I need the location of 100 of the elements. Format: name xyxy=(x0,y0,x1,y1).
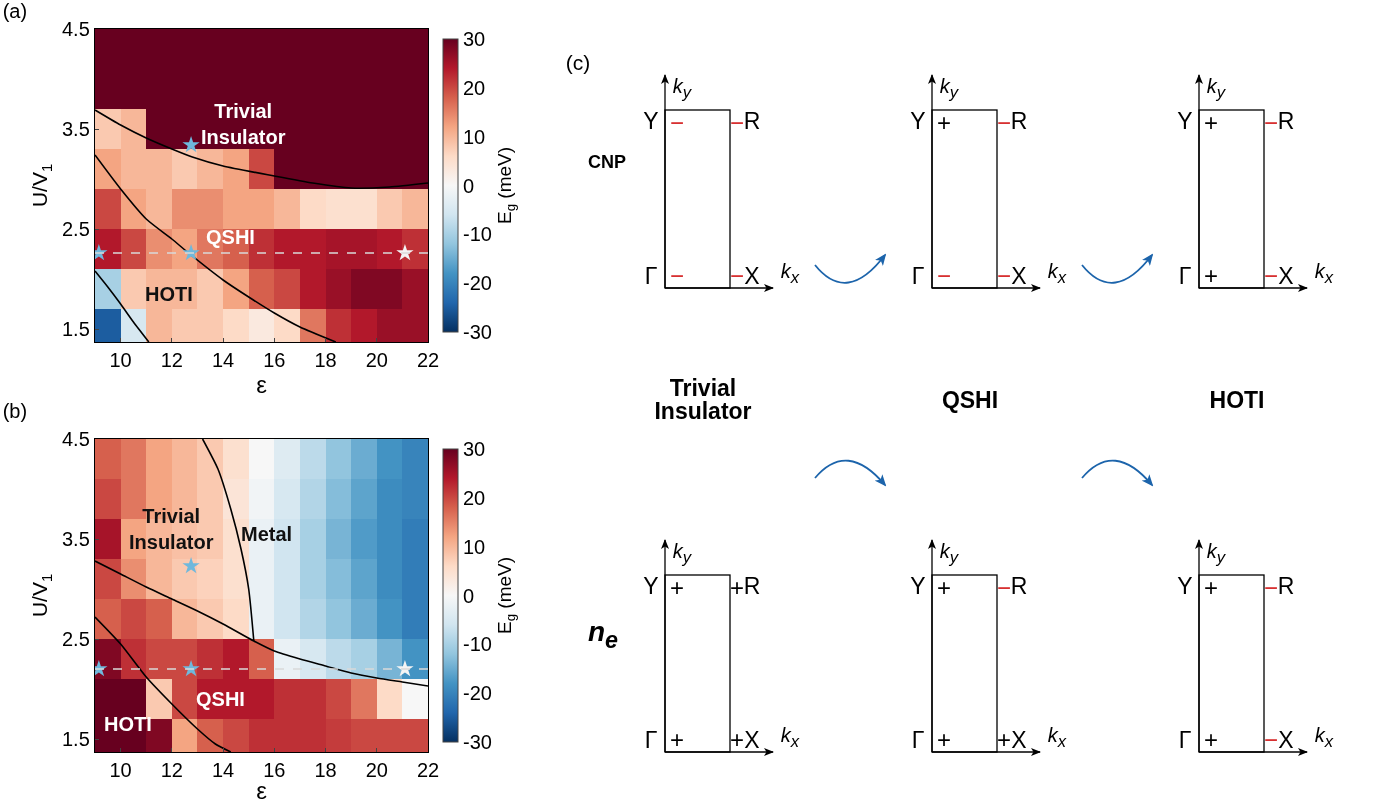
text: k$_{y}$ xyxy=(939,75,959,103)
text: X xyxy=(744,726,760,753)
text: + xyxy=(936,574,952,601)
annotation: Trivial Insulator xyxy=(201,100,286,148)
text: R xyxy=(1277,107,1295,134)
x-tick-label: 18 xyxy=(314,759,337,782)
text: − xyxy=(669,262,685,289)
text: Γ xyxy=(1178,262,1192,289)
annotation: HOTI xyxy=(145,283,193,305)
text: + xyxy=(1203,262,1219,289)
text: + xyxy=(996,726,1012,753)
text: + xyxy=(936,726,952,753)
chart-title: (b) xyxy=(2,400,28,422)
x-tick-label: 10 xyxy=(109,759,132,782)
text: R xyxy=(1010,107,1028,134)
x-tick-label: 22 xyxy=(416,349,440,372)
x-tick-label: 14 xyxy=(211,349,235,372)
text: − xyxy=(729,262,745,289)
text: Γ xyxy=(1178,726,1192,753)
text: R xyxy=(1277,572,1295,599)
y-tick-label: 3.5 xyxy=(61,528,90,550)
text: − xyxy=(1263,262,1279,289)
y-tick-label: 4.5 xyxy=(61,18,90,40)
text: + xyxy=(729,726,745,753)
text: k$_{x}$ xyxy=(1314,724,1334,752)
text: k$_{y}$ xyxy=(672,75,692,103)
text: (c) xyxy=(565,50,591,74)
text: + xyxy=(669,574,685,601)
annotation: QSHI xyxy=(206,226,255,248)
text: k$_{x}$ xyxy=(1047,260,1067,288)
category-label: n$_{e}$ xyxy=(587,616,619,653)
color-bar-label: -10 xyxy=(463,633,492,656)
text: Y xyxy=(643,572,659,599)
text: Y xyxy=(643,107,659,134)
text: k$_{y}$ xyxy=(1206,75,1226,103)
text: + xyxy=(1203,574,1219,601)
category-label: HOTI xyxy=(1209,386,1265,413)
text: X xyxy=(1278,262,1294,289)
text: − xyxy=(996,262,1012,289)
x-tick-label: 10 xyxy=(109,349,132,372)
color-bar-label: 20 xyxy=(463,76,486,99)
x-tick-label: 22 xyxy=(416,759,440,782)
text: + xyxy=(1203,109,1219,136)
x-tick-label: 20 xyxy=(365,759,388,782)
text: + xyxy=(1203,726,1219,753)
text: − xyxy=(996,574,1012,601)
text: X xyxy=(1011,262,1027,289)
color-bar-label: 30 xyxy=(463,438,486,460)
text: − xyxy=(996,109,1012,136)
x-tick-label: 12 xyxy=(160,349,183,372)
y-tick-label: 1.5 xyxy=(61,728,90,750)
text: Y xyxy=(1177,572,1193,599)
x-axis-title: ε xyxy=(256,371,268,399)
text: k$_{x}$ xyxy=(1047,724,1067,752)
text: Γ xyxy=(911,726,925,753)
x-tick-label: 18 xyxy=(314,349,337,372)
text: X xyxy=(1011,726,1027,753)
y-tick-label: 2.5 xyxy=(61,628,90,650)
text: k$_{y}$ xyxy=(939,540,959,568)
text: Γ xyxy=(644,726,658,753)
text: Γ xyxy=(644,262,658,289)
text: R xyxy=(743,107,761,134)
color-bar-label: 0 xyxy=(463,584,475,607)
category-label: Trivial Insulator xyxy=(654,375,752,424)
text: + xyxy=(729,574,745,601)
text: R xyxy=(743,572,761,599)
color-bar-label: 10 xyxy=(463,535,486,558)
text: − xyxy=(669,109,685,136)
x-tick-label: 20 xyxy=(365,349,388,372)
text: + xyxy=(936,109,952,136)
color-bar-label: 10 xyxy=(463,125,486,148)
color-bar-label: -10 xyxy=(463,223,492,246)
color-bar-label: 0 xyxy=(463,174,475,197)
annotation: Metal xyxy=(241,523,293,545)
text: − xyxy=(1263,574,1279,601)
y-tick-label: 2.5 xyxy=(61,218,90,240)
text: X xyxy=(1278,726,1294,753)
color-bar-label: 20 xyxy=(463,486,486,509)
y-tick-label: 3.5 xyxy=(61,118,90,140)
text: k$_{y}$ xyxy=(1206,540,1226,568)
text: − xyxy=(936,262,952,289)
chart-title: (a) xyxy=(2,0,28,22)
text: − xyxy=(1263,109,1279,136)
y-tick-label: 4.5 xyxy=(61,428,90,450)
text: k$_{x}$ xyxy=(780,260,800,288)
color-bar-label: -30 xyxy=(463,321,492,343)
text: Y xyxy=(1177,107,1193,134)
x-tick-label: 12 xyxy=(160,759,183,782)
text: R xyxy=(1010,572,1028,599)
text: k$_{y}$ xyxy=(672,540,692,568)
text: Y xyxy=(910,107,926,134)
text: + xyxy=(669,726,685,753)
text: X xyxy=(744,262,760,289)
x-tick-label: 16 xyxy=(263,349,286,372)
annotation: Trivial Insulator xyxy=(129,505,214,553)
color-bar-label: -20 xyxy=(463,682,492,705)
text: − xyxy=(729,109,745,136)
annotation: QSHI xyxy=(196,688,245,710)
color-bar-label: 30 xyxy=(463,28,486,50)
x-tick-label: 14 xyxy=(211,759,235,782)
